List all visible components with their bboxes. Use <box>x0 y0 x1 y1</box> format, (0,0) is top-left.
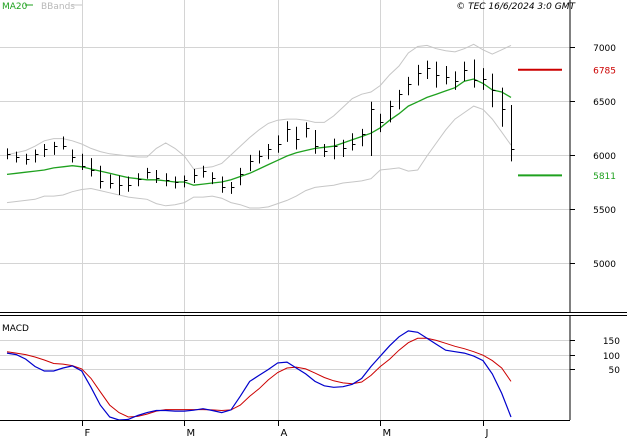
ohlc-bar <box>492 73 496 108</box>
ohlc-bar <box>240 167 244 186</box>
ohlc-bar <box>222 176 226 193</box>
ohlc-bar <box>16 151 20 163</box>
ohlc-bar <box>250 154 254 172</box>
ohlc-bar <box>399 89 403 110</box>
ohlc-bar <box>194 168 198 184</box>
ohlc-bar <box>511 105 515 162</box>
ohlc-bar <box>371 101 375 156</box>
ohlc-bar <box>502 87 506 127</box>
ohlc-bar <box>26 153 30 165</box>
price-gridlines <box>0 0 570 312</box>
ohlc-bar <box>268 144 272 160</box>
macd-y-tick-label: 50 <box>609 366 621 376</box>
ohlc-bar <box>54 141 58 155</box>
ohlc-bar <box>203 165 207 178</box>
macd-y-tick-label: 150 <box>603 337 620 347</box>
time-axis-label: M <box>187 428 196 439</box>
price-level-markers: 6785 5811 <box>518 66 616 182</box>
macd-gridlines <box>0 316 570 420</box>
ohlc-bar <box>259 150 263 164</box>
price-y-tick-label: 7000 <box>593 44 616 54</box>
bollinger-bands <box>6 43 512 209</box>
ohlc-bar <box>436 61 440 88</box>
ohlc-bar <box>483 68 487 90</box>
ohlc-bar <box>408 76 412 96</box>
ohlc-bar <box>362 128 366 147</box>
ohlc-bar <box>175 176 179 189</box>
ohlc-bar <box>296 126 300 150</box>
support-level-label: 5811 <box>593 172 616 182</box>
ohlc-bar <box>315 129 319 154</box>
ohlc-bar <box>474 59 478 88</box>
macd-panel-title: MACD <box>2 324 29 334</box>
time-axis-label: A <box>281 428 288 439</box>
ohlc-bar <box>427 60 431 80</box>
price-y-tick-labels: 7000 6500 6000 5500 5000 <box>570 44 616 270</box>
ohlc-bar <box>35 149 39 163</box>
price-y-tick-label: 6000 <box>593 152 616 162</box>
time-axis-label: M <box>383 428 392 439</box>
ohlc-bar <box>352 133 356 151</box>
time-axis-label: F <box>85 428 91 439</box>
price-y-tick-label: 5500 <box>593 206 616 216</box>
ohlc-bar <box>306 122 310 138</box>
ohlc-bar <box>390 100 394 123</box>
ohlc-bars <box>7 59 515 195</box>
ohlc-bar <box>446 66 450 85</box>
ohlc-bar <box>128 176 132 192</box>
macd-y-tick-labels: 150 100 50 <box>570 337 620 376</box>
ohlc-bar <box>418 64 422 86</box>
legend-bbands: BBands <box>41 2 75 12</box>
ohlc-bar <box>7 148 11 160</box>
ohlc-bar <box>287 121 291 142</box>
legend-ma20: MA20 <box>2 2 28 12</box>
ohlc-bar <box>147 167 151 179</box>
ohlc-bar <box>278 135 282 153</box>
ohlc-bar <box>44 144 48 158</box>
ohlc-bar <box>166 173 170 187</box>
price-y-tick-label: 6500 <box>593 98 616 108</box>
ohlc-bar <box>464 61 468 82</box>
ohlc-bar <box>455 71 459 90</box>
panel-frames <box>0 0 627 421</box>
ohlc-bar <box>324 144 328 158</box>
ohlc-bar <box>334 138 338 160</box>
chart-header: MA20 BBands © TEC 16/6/2024 3:0 GMT <box>2 2 577 12</box>
ohlc-bar <box>82 153 86 171</box>
bollinger-lower-line <box>6 105 512 209</box>
ohlc-bar <box>212 172 216 185</box>
resistance-level-label: 6785 <box>593 66 616 76</box>
macd-lines <box>6 330 512 421</box>
ohlc-bar <box>72 149 76 163</box>
ohlc-bar <box>63 136 67 150</box>
ohlc-bar <box>138 173 142 187</box>
ohlc-bar <box>91 158 95 177</box>
ohlc-bar <box>156 170 160 184</box>
ohlc-bar <box>100 165 104 189</box>
price-y-tick-label: 5000 <box>593 260 616 270</box>
ohlc-bar <box>380 113 384 133</box>
time-axis-label: J <box>485 428 489 439</box>
ohlc-bar <box>119 175 123 195</box>
macd-y-tick-label: 100 <box>603 352 620 362</box>
ohlc-bar <box>231 181 235 194</box>
copyright-text: © TEC 16/6/2024 3:0 GMT <box>456 2 576 12</box>
bollinger-upper-line <box>6 43 512 170</box>
macd-line <box>6 330 512 421</box>
ohlc-bar <box>110 174 114 189</box>
ohlc-bar <box>343 139 347 158</box>
ohlc-bar <box>184 175 188 188</box>
